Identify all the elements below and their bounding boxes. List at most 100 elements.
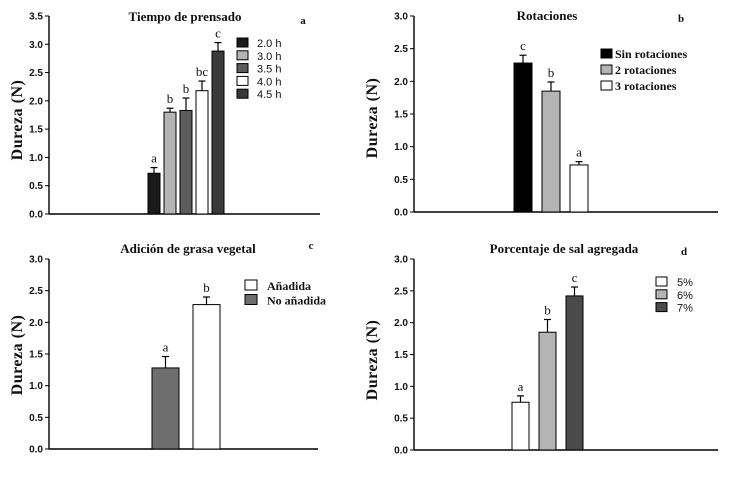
legend-label: 5% [677, 277, 693, 289]
bar-3-rotaciones [569, 164, 589, 213]
y-tick-label: 2.0 [29, 96, 43, 107]
legend-swatch [236, 75, 249, 86]
legend-swatch [244, 294, 258, 305]
y-tick-label: 1.5 [394, 110, 408, 121]
panel-d: Porcentaje de sal agregada d Dureza (N) 0.0… [364, 241, 718, 457]
y-tick-label: 1.0 [29, 381, 43, 392]
bar-4-0-h [195, 90, 209, 215]
legend-label: 3 rotaciones [615, 79, 677, 93]
chart-title: Porcentaje de sal agregada [490, 241, 639, 256]
y-tick-label: 3.0 [394, 12, 408, 23]
y-tick-label: 2.5 [29, 286, 43, 297]
significance-letter: b [203, 280, 210, 295]
panel-b: Rotaciones b Dureza (N) 0.0 0.5 1.0 1.5 2.0 2.5 3… [364, 8, 718, 219]
legend-swatch [655, 289, 668, 300]
y-tick-label: 3.5 [29, 12, 43, 23]
y-tick-label: 0.5 [394, 414, 408, 425]
panel-letter: a [300, 15, 306, 27]
legend-swatch [236, 50, 249, 61]
y-tick-label: 1.0 [29, 153, 43, 164]
legend-swatch [655, 302, 668, 313]
y-tick-label: 0.0 [394, 446, 408, 457]
legend-label: 2 rotaciones [615, 63, 677, 77]
bar-añadida [192, 304, 221, 450]
bar-no-añadida [151, 367, 180, 450]
legend-label: 4.5 h [257, 89, 281, 101]
y-axis-label: Dureza (N) [9, 315, 26, 396]
legend-swatch [236, 88, 249, 99]
legend-swatch [236, 37, 249, 48]
y-tick-label: 1.0 [394, 382, 408, 393]
legend-label: Añadida [267, 279, 311, 293]
y-tick-label: 0.5 [29, 181, 43, 192]
legend-swatch [236, 63, 249, 74]
bar-6 [538, 331, 557, 451]
y-tick-label: 3.0 [29, 40, 43, 51]
chart-title: Adición de grasa vegetal [120, 241, 256, 256]
legend-label: 6% [677, 290, 693, 302]
bar-2-0-h [147, 172, 161, 215]
panel-letter: d [681, 246, 687, 258]
y-tick-label: 2.5 [394, 286, 408, 297]
y-tick-label: 1.5 [29, 350, 43, 361]
y-axis-label: Dureza (N) [9, 80, 26, 161]
y-tick-label: 2.5 [394, 44, 408, 55]
significance-letter: c [215, 26, 221, 41]
legend: 5%6%7% [655, 276, 693, 315]
bar-4-5-h [211, 50, 225, 215]
y-tick-label: 1.5 [29, 125, 43, 136]
y-tick-label: 1.5 [394, 350, 408, 361]
y-axis-label: Dureza (N) [364, 78, 381, 159]
panel-a: Tiempo de prensado a Dureza (N) 0.0 0.5 1.0 1.… [9, 9, 320, 221]
legend-label: No añadida [267, 294, 326, 308]
y-tick-label: 0.0 [29, 210, 43, 221]
y-tick-label: 2.0 [29, 318, 43, 329]
y-tick-label: 2.5 [29, 68, 43, 79]
legend-swatch [600, 64, 613, 75]
legend-swatch [600, 48, 613, 59]
y-tick-label: 0.0 [394, 208, 408, 219]
significance-letter: a [518, 379, 524, 394]
legend-label: 2.0 h [257, 38, 281, 50]
significance-letter: c [572, 270, 578, 285]
legend-label: 3.0 h [257, 51, 281, 63]
legend-swatch [244, 279, 258, 291]
significance-letter: c [520, 38, 526, 53]
significance-letter: a [151, 151, 157, 166]
significance-letter: b [544, 302, 551, 317]
panel-letter: b [678, 13, 684, 25]
y-tick-label: 1.0 [394, 142, 408, 153]
y-tick-label: 0.0 [29, 445, 43, 456]
bar-2-rotaciones [541, 90, 561, 213]
legend-label: 7% [677, 303, 693, 315]
legend-swatch [655, 276, 668, 287]
y-axis-label: Dureza (N) [364, 320, 381, 401]
y-tick-label: 3.0 [29, 255, 43, 266]
legend: 2.0 h3.0 h3.5 h4.0 h4.5 h [236, 37, 281, 101]
bar-3-0-h [163, 111, 177, 215]
y-tick-label: 2.0 [394, 318, 408, 329]
panel-letter: c [309, 240, 314, 252]
significance-letter: a [576, 145, 582, 160]
legend-label: Sin rotaciones [615, 47, 687, 61]
chart-title: Rotaciones [517, 8, 578, 23]
y-tick-label: 0.5 [29, 413, 43, 424]
chart-title: Tiempo de prensado [129, 9, 242, 24]
significance-letter: b [548, 65, 555, 80]
bar-5 [511, 401, 530, 451]
legend-swatch [600, 80, 613, 91]
y-tick-label: 2.0 [394, 77, 408, 88]
significance-letter: b [167, 91, 174, 106]
bar-7 [565, 295, 584, 451]
panel-c: Adición de grasa vegetal c Dureza (N) 0.0 0.… [9, 240, 326, 456]
significance-letter: a [163, 340, 169, 355]
legend: Sin rotaciones 2 rotaciones 3 rotaciones [600, 47, 687, 93]
bar-3-5-h [179, 109, 193, 215]
bar-sin-rotaciones [513, 62, 533, 213]
legend-label: 3.5 h [257, 64, 281, 76]
significance-letter: b [183, 81, 190, 96]
significance-letter: bc [196, 64, 209, 79]
legend-label: 4.0 h [257, 76, 281, 88]
